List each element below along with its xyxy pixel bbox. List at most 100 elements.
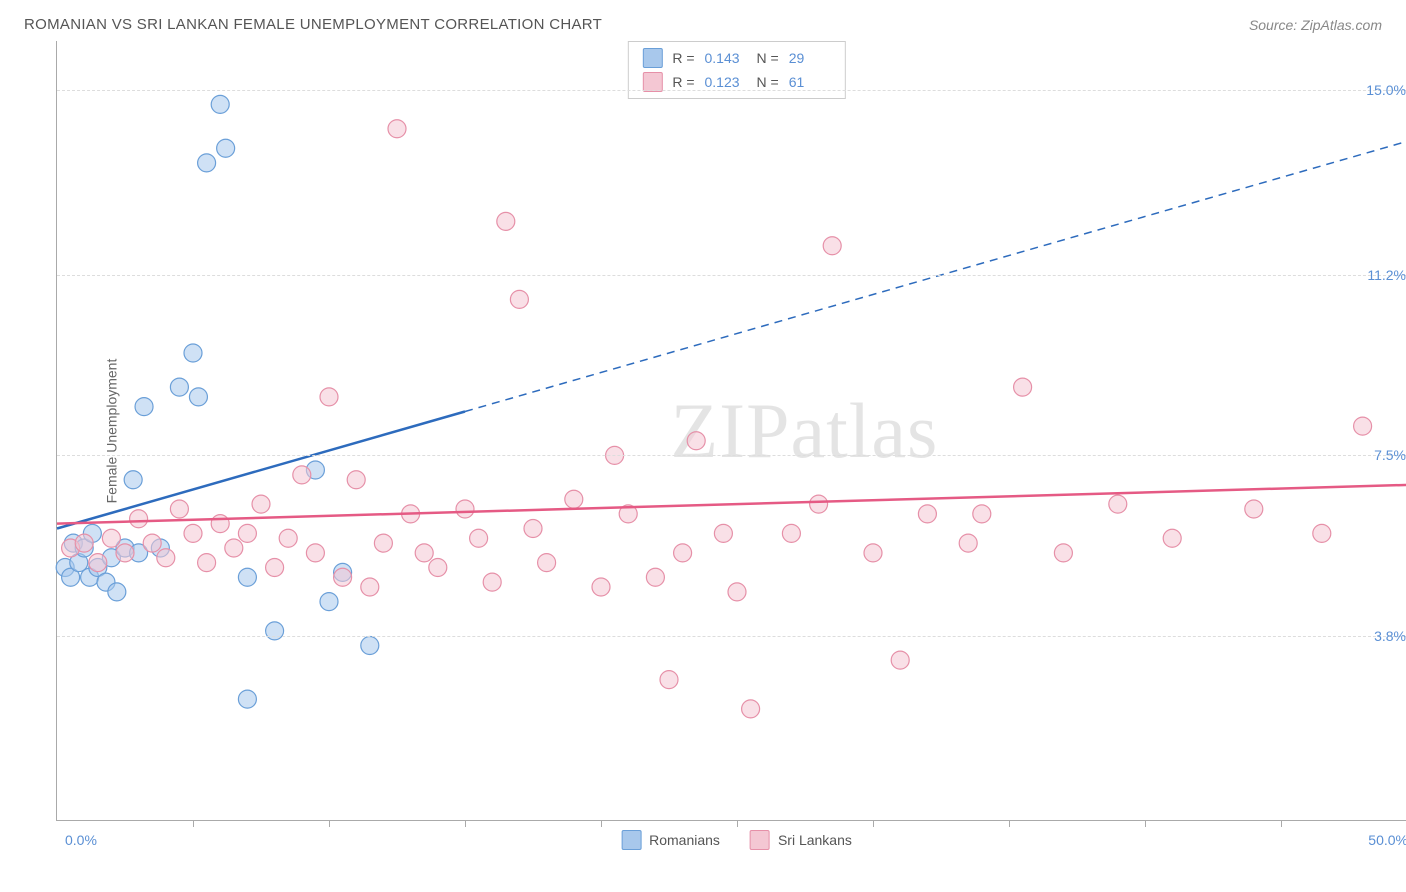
data-point [238, 690, 256, 708]
data-point [238, 524, 256, 542]
chart-source: Source: ZipAtlas.com [1249, 17, 1382, 33]
legend-swatch [750, 830, 770, 850]
legend-label: Sri Lankans [778, 832, 852, 848]
x-tick [193, 820, 194, 827]
data-point [89, 554, 107, 572]
data-point [266, 559, 284, 577]
stat-n-label: N = [757, 50, 779, 66]
data-point [714, 524, 732, 542]
gridline [57, 455, 1406, 456]
data-point [361, 637, 379, 655]
stat-n-value: 29 [789, 50, 831, 66]
data-point [108, 583, 126, 601]
data-point [102, 529, 120, 547]
data-point [973, 505, 991, 523]
gridline [57, 636, 1406, 637]
data-point [538, 554, 556, 572]
data-point [334, 568, 352, 586]
x-tick [873, 820, 874, 827]
data-point [456, 500, 474, 518]
x-tick [1145, 820, 1146, 827]
data-point [728, 583, 746, 601]
data-point [184, 344, 202, 362]
data-point [483, 573, 501, 591]
chart-title: ROMANIAN VS SRI LANKAN FEMALE UNEMPLOYME… [24, 16, 602, 33]
plot-area: Female Unemployment ZIPatlas R =0.143N =… [56, 41, 1406, 821]
data-point [429, 559, 447, 577]
data-point [135, 398, 153, 416]
data-point [170, 378, 188, 396]
stat-r-value: 0.143 [705, 50, 747, 66]
data-point [211, 95, 229, 113]
gridline-label: 7.5% [1374, 447, 1406, 463]
data-point [184, 524, 202, 542]
data-point [565, 490, 583, 508]
x-axis-max-label: 50.0% [1368, 832, 1406, 848]
data-point [415, 544, 433, 562]
legend-swatch [621, 830, 641, 850]
data-point [124, 471, 142, 489]
data-point [497, 212, 515, 230]
data-point [266, 622, 284, 640]
data-point [660, 671, 678, 689]
stat-r-label: R = [672, 50, 694, 66]
data-point [157, 549, 175, 567]
x-tick [465, 820, 466, 827]
chart-container: ROMANIAN VS SRI LANKAN FEMALE UNEMPLOYME… [16, 16, 1390, 876]
data-point [198, 554, 216, 572]
gridline-label: 11.2% [1367, 267, 1406, 283]
legend-series: Romanians Sri Lankans [621, 830, 852, 850]
x-tick [1281, 820, 1282, 827]
data-point [864, 544, 882, 562]
data-point [646, 568, 664, 586]
data-point [1354, 417, 1372, 435]
stat-n-value: 61 [789, 74, 831, 90]
header-row: ROMANIAN VS SRI LANKAN FEMALE UNEMPLOYME… [16, 16, 1390, 41]
data-point [470, 529, 488, 547]
legend-item: Sri Lankans [750, 830, 852, 850]
data-point [279, 529, 297, 547]
data-point [116, 544, 134, 562]
data-point [959, 534, 977, 552]
data-point [1109, 495, 1127, 513]
stat-r-label: R = [672, 74, 694, 90]
data-point [320, 593, 338, 611]
data-point [252, 495, 270, 513]
x-tick [601, 820, 602, 827]
data-point [347, 471, 365, 489]
data-point [592, 578, 610, 596]
data-point [918, 505, 936, 523]
data-point [306, 544, 324, 562]
data-point [238, 568, 256, 586]
data-point [782, 524, 800, 542]
data-point [1245, 500, 1263, 518]
stat-n-label: N = [757, 74, 779, 90]
data-point [225, 539, 243, 557]
x-axis-min-label: 0.0% [65, 832, 97, 848]
legend-stat-row: R = 0.143 N = 29 [642, 46, 830, 70]
data-point [674, 544, 692, 562]
data-point [742, 700, 760, 718]
gridline-label: 15.0% [1366, 82, 1406, 98]
data-point [217, 139, 235, 157]
data-point [891, 651, 909, 669]
x-tick [737, 820, 738, 827]
data-point [823, 237, 841, 255]
legend-swatch [642, 48, 662, 68]
data-point [75, 534, 93, 552]
data-point [510, 290, 528, 308]
data-point [293, 466, 311, 484]
data-point [1313, 524, 1331, 542]
chart-svg [57, 41, 1406, 820]
x-tick [329, 820, 330, 827]
data-point [810, 495, 828, 513]
data-point [198, 154, 216, 172]
data-point [189, 388, 207, 406]
stat-r-value: 0.123 [705, 74, 747, 90]
data-point [1054, 544, 1072, 562]
data-point [130, 510, 148, 528]
legend-item: Romanians [621, 830, 720, 850]
data-point [211, 515, 229, 533]
data-point [687, 432, 705, 450]
data-point [361, 578, 379, 596]
